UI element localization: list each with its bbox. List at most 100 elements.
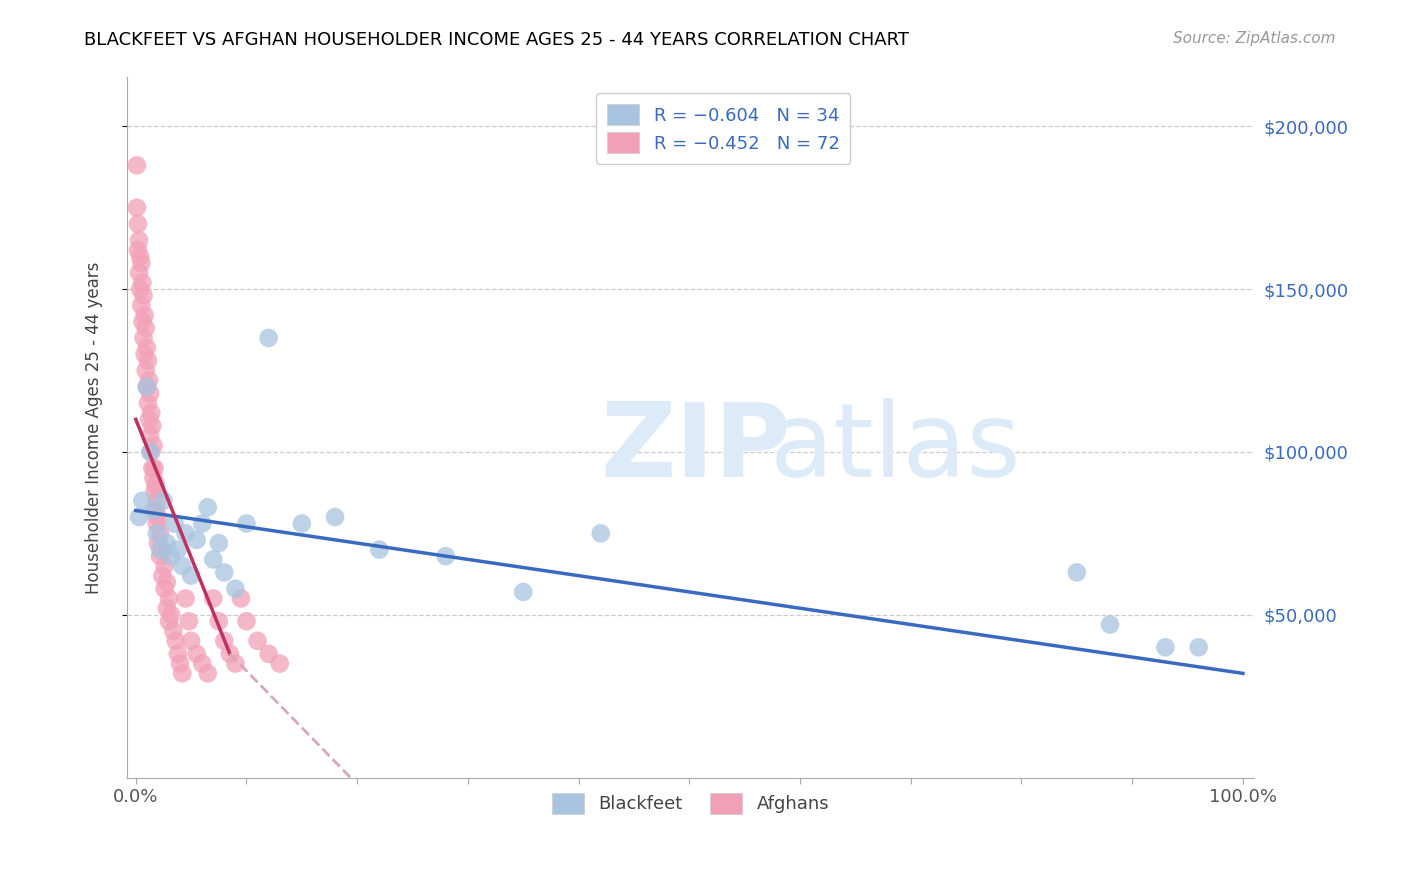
Point [125,201,148,215]
Point [141,461,163,475]
Point [150,542,173,557]
Point [156,575,179,590]
Point [160,549,183,563]
Point [143,483,166,498]
Point [141,406,163,420]
Point [160,607,183,622]
Point [136,353,159,368]
Point [202,552,225,566]
Point [142,503,165,517]
Point [146,526,169,541]
Point [186,533,208,547]
Point [257,647,280,661]
Point [1066,566,1088,580]
Text: ZIP: ZIP [600,398,790,499]
Point [150,568,173,582]
Point [157,591,180,606]
Point [142,438,165,452]
Point [149,526,172,541]
Point [135,380,157,394]
Point [156,601,179,615]
Point [153,582,176,596]
Point [135,321,157,335]
Point [129,282,152,296]
Point [138,373,160,387]
Point [162,624,184,638]
Point [1188,640,1211,655]
Point [131,493,153,508]
Point [135,341,157,355]
Point [141,445,163,459]
Point [136,396,159,410]
Point [214,566,236,580]
Point [134,308,156,322]
Point [224,582,246,596]
Point [149,549,172,563]
Point [177,614,200,628]
Point [131,315,153,329]
Point [166,647,188,661]
Point [141,418,163,433]
Y-axis label: Householder Income Ages 25 - 44 years: Householder Income Ages 25 - 44 years [86,261,103,594]
Point [291,516,314,531]
Point [186,647,208,661]
Point [129,250,152,264]
Point [128,266,150,280]
Point [131,256,153,270]
Point [165,633,187,648]
Point [269,657,291,671]
Point [218,647,240,661]
Point [197,500,219,515]
Point [146,516,169,531]
Point [156,536,179,550]
Point [434,549,457,563]
Point [153,558,176,573]
Point [132,331,155,345]
Point [169,657,191,671]
Point [166,542,188,557]
Point [143,461,166,475]
Point [208,536,231,550]
Point [146,493,169,508]
Point [174,591,197,606]
Point [125,158,148,172]
Point [157,614,180,628]
Point [152,493,174,508]
Point [246,633,269,648]
Point [368,542,391,557]
Point [131,298,153,312]
Point [127,243,149,257]
Point [197,666,219,681]
Point [1099,617,1122,632]
Point [145,477,167,491]
Point [134,347,156,361]
Text: Source: ZipAtlas.com: Source: ZipAtlas.com [1173,31,1336,46]
Point [191,657,214,671]
Point [1154,640,1177,655]
Point [235,614,257,628]
Point [135,380,157,394]
Point [145,503,167,517]
Point [139,445,162,459]
Point [229,591,252,606]
Point [180,633,202,648]
Legend: Blackfeet, Afghans: Blackfeet, Afghans [541,782,841,824]
Point [146,536,169,550]
Point [135,363,157,377]
Point [127,217,149,231]
Point [142,471,165,485]
Point [163,516,186,531]
Point [323,510,346,524]
Point [224,657,246,671]
Point [235,516,257,531]
Point [257,331,280,345]
Point [202,591,225,606]
Point [174,526,197,541]
Text: atlas: atlas [769,398,1021,499]
Point [139,428,162,442]
Point [512,585,534,599]
Point [214,633,236,648]
Point [139,386,162,401]
Point [180,568,202,582]
Point [138,412,160,426]
